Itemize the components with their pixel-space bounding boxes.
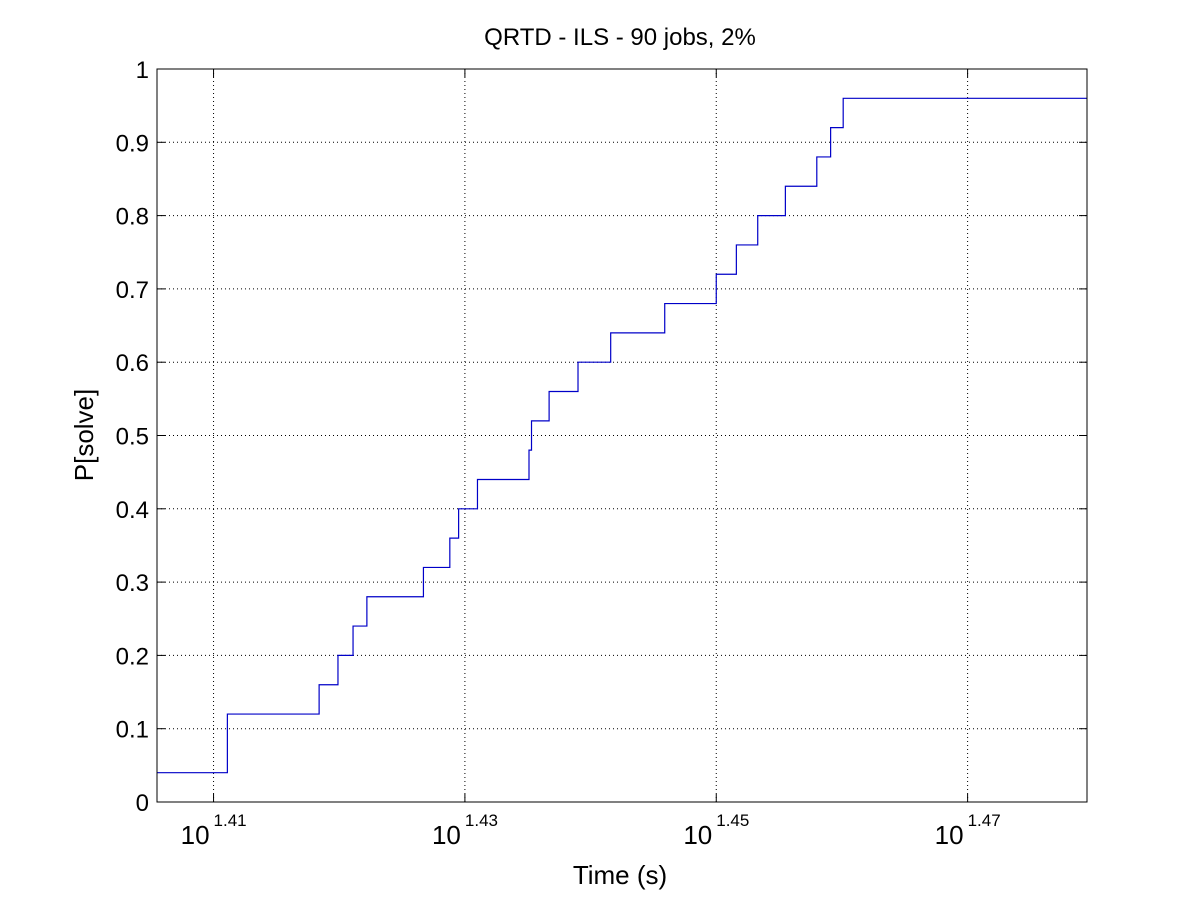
x-axis-label: Time (s) <box>573 860 667 890</box>
x-tick-exponent: 1.47 <box>968 811 1001 830</box>
y-tick-label: 0.1 <box>116 717 149 744</box>
series-line-0 <box>157 97 1087 774</box>
x-tick-label: 10 1.45 <box>683 811 749 850</box>
x-tick-exponent: 1.41 <box>214 811 247 830</box>
x-tick-exponent: 1.43 <box>465 811 498 830</box>
y-tick-label: 0.4 <box>116 497 149 524</box>
y-axis-label: P[solve] <box>69 389 99 482</box>
x-tick-base: 10 <box>683 820 712 850</box>
series-layer <box>157 97 1087 774</box>
x-tick-base: 10 <box>935 820 964 850</box>
x-tick-base: 10 <box>432 820 461 850</box>
y-tick-label: 0.5 <box>116 424 149 451</box>
x-tick-label: 10 1.41 <box>181 811 247 850</box>
y-tick-label: 0.6 <box>116 350 149 377</box>
y-tick-label: 0.2 <box>116 643 149 670</box>
y-tick-label: 0.9 <box>116 130 149 157</box>
grid-layer <box>157 69 1087 802</box>
y-tick-label: 0.3 <box>116 570 149 597</box>
x-tick-label: 10 1.43 <box>432 811 498 850</box>
y-tick-label: 1 <box>136 57 149 84</box>
x-tick-exponent: 1.45 <box>716 811 749 830</box>
y-tick-label: 0 <box>136 790 149 817</box>
y-tick-label: 0.8 <box>116 204 149 231</box>
y-tick-label: 0.7 <box>116 277 149 304</box>
x-tick-label: 10 1.47 <box>935 811 1001 850</box>
chart-title: QRTD - ILS - 90 jobs, 2% <box>484 24 756 51</box>
x-tick-base: 10 <box>181 820 210 850</box>
